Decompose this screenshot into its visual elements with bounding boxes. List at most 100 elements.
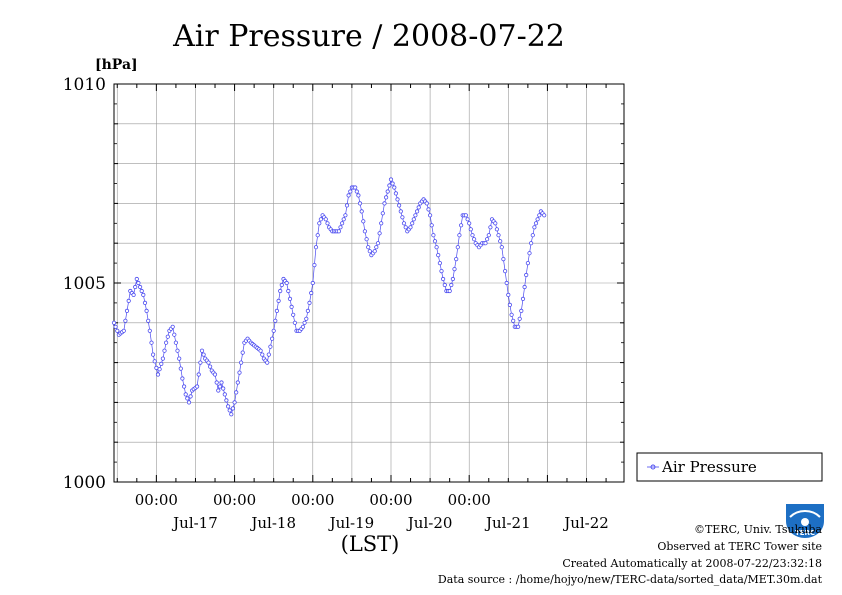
legend: Air Pressure [636,452,823,482]
data-point [338,225,343,230]
data-point [151,352,156,357]
data-point [494,227,499,232]
data-point [502,268,508,274]
data-point [520,296,526,301]
data-point [517,316,522,321]
data-point [141,292,146,297]
data-point [134,276,139,282]
data-point [208,364,213,369]
data-point [160,356,165,361]
data-point [235,380,240,385]
data-point [182,384,187,389]
data-point [424,201,429,206]
data-point [348,189,353,194]
x-date-label: Jul-18 [249,514,296,532]
data-point [434,245,439,250]
data-point [273,318,278,323]
data-point [341,217,346,222]
data-point [527,251,532,256]
data-point [139,288,144,294]
data-point [471,237,477,242]
data-point [524,272,529,278]
data-point [361,219,366,224]
data-point [310,280,315,286]
data-point [269,336,275,341]
data-point [115,328,120,333]
data-point [452,266,457,272]
data-point [374,245,379,250]
data-point [465,217,470,222]
data-point [226,404,231,409]
data-point [372,249,377,254]
data-point [317,221,322,226]
data-point [375,241,381,246]
data-point [279,282,284,288]
y-tick-labels: 1000 1005 1010 [63,75,106,493]
data-point [123,318,128,323]
data-point [357,201,363,206]
data-point [344,203,350,208]
data-point [426,207,431,212]
data-point [237,370,242,375]
data-point [266,352,271,357]
data-point [414,209,420,214]
data-point [455,245,460,250]
data-point [398,209,403,214]
data-point [201,352,206,357]
x-time-label: 00:00 [369,491,412,509]
data-point [284,280,289,286]
data-point [537,213,542,218]
data-point [385,189,390,194]
data-point [188,394,193,399]
data-point [429,223,434,228]
data-point [221,386,226,391]
data-point [488,225,493,230]
data-point [336,229,341,234]
data-point [126,298,131,303]
data-point [138,284,143,290]
data-point [387,183,392,188]
data-point [206,360,211,365]
footer-source: Data source : /home/hojyo/new/TERC-data/… [438,573,823,586]
data-point [325,221,330,226]
x-date-label: Jul-20 [406,514,453,532]
data-point [367,249,372,254]
data-point [157,367,162,372]
data-point [113,324,118,329]
data-point [165,334,170,339]
data-point [437,260,442,266]
data-point [382,201,387,206]
data-point [353,185,358,190]
data-point [258,348,263,353]
data-point [509,312,514,317]
data-point [121,328,126,333]
data-point [449,282,454,288]
data-point [439,268,444,274]
footer-copyright: ©TERC, Univ. Tsukuba [694,523,822,536]
data-point [411,217,416,222]
x-date-label: Jul-22 [562,514,609,532]
data-point [432,239,438,244]
data-point [289,304,294,309]
logo-text: TERC [795,529,815,537]
data-point [504,280,509,286]
data-point [234,390,239,395]
data-point [403,225,408,230]
data-point [142,300,148,305]
data-point [535,217,540,222]
data-point [149,340,154,345]
data-point [287,296,293,301]
data-point [401,221,407,226]
data-point [396,203,402,208]
data-point [519,308,524,313]
data-point [212,372,218,377]
x-time-label: 00:00 [291,491,334,509]
data-point [172,332,177,337]
data-point [219,380,224,385]
data-point [198,360,203,365]
x-time-label: 00:00 [135,491,178,509]
data-point [313,245,319,250]
data-point [496,233,501,238]
data-point [379,221,384,226]
